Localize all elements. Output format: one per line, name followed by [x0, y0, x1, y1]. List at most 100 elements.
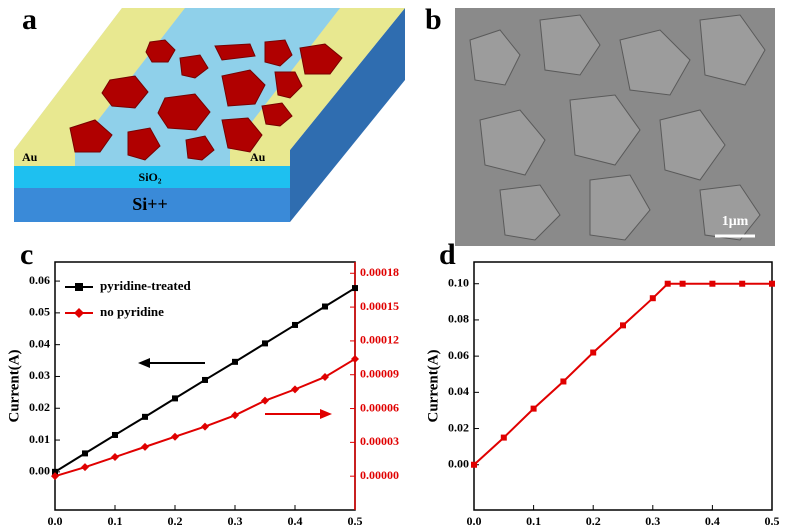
marker: [51, 472, 59, 481]
y-tick-label: 0.04: [29, 336, 50, 350]
substrate-layer: [14, 188, 290, 222]
marker: [620, 322, 626, 329]
series-line: [54, 358, 356, 478]
marker: [560, 378, 567, 385]
marker: [471, 461, 477, 468]
oxide-label: SiO₂: [139, 170, 162, 184]
marker: [81, 463, 89, 472]
x-tick-label: 0.1: [108, 514, 123, 528]
x-tick-label: 0.4: [705, 514, 720, 528]
y-tick-label: 0.03: [29, 368, 50, 382]
sem-crystals: [469, 14, 766, 241]
annotations: [138, 358, 332, 419]
x-tick-label: 0.2: [168, 514, 183, 528]
x-tick-label: 0.0: [467, 514, 482, 528]
y-axis-label: Current(A): [6, 349, 22, 422]
marker: [322, 303, 328, 310]
marker: [679, 280, 686, 287]
arrow-head: [320, 409, 332, 419]
y-tick-label: 0.02: [448, 420, 469, 434]
y-tick-label: 0.08: [448, 312, 469, 326]
marker: [172, 395, 178, 402]
marker: [292, 321, 298, 328]
marker: [202, 376, 208, 383]
panel-a: a Au Au SiO₂ Si++: [14, 3, 405, 222]
series-line: [473, 282, 772, 466]
crystals: [69, 39, 343, 161]
y2-tick-label: 0.00015: [360, 299, 399, 313]
electrode: [14, 8, 185, 150]
marker: [142, 413, 148, 420]
x-tick-label: 0.2: [586, 514, 601, 528]
y2-tick-label: 0.00000: [360, 468, 399, 482]
y-tick-label: 0.00: [29, 464, 50, 478]
electrode-label: Au: [22, 150, 38, 164]
y-tick-label: 0.06: [29, 273, 50, 287]
chip-side: [290, 8, 405, 222]
y2-tick-label: 0.00012: [360, 333, 399, 347]
x-tick-label: 0.1: [526, 514, 541, 528]
marker: [291, 385, 299, 394]
marker: [261, 396, 269, 405]
plot-frame: [473, 261, 773, 511]
y-tick-label: 0.02: [29, 400, 50, 414]
y-tick-label: 0.01: [29, 432, 50, 446]
legend-label: pyridine-treated: [100, 278, 192, 293]
marker: [82, 450, 88, 457]
oxide-layer: [14, 166, 290, 188]
marker: [739, 280, 746, 287]
panel-label: c: [20, 238, 33, 271]
electrode-front: [14, 150, 75, 166]
y-tick-label: 0.05: [29, 305, 50, 319]
y-tick-label: 0.10: [448, 275, 469, 289]
marker: [590, 349, 597, 356]
marker: [232, 358, 238, 365]
y-axis-label: Current(A): [425, 349, 441, 422]
electrode-front: [230, 150, 290, 166]
scale-bar-label: 1μm: [722, 214, 749, 229]
marker: [141, 442, 149, 451]
marker: [171, 432, 179, 441]
y2-tick-label: 0.00003: [360, 434, 399, 448]
substrate-label: Si++: [132, 194, 168, 214]
x-tick-label: 0.5: [765, 514, 780, 528]
y2-tick-label: 0.00009: [360, 366, 399, 380]
panel-label: d: [439, 238, 456, 271]
x-tick-label: 0.5: [348, 514, 363, 528]
x-tick-label: 0.0: [48, 514, 63, 528]
marker: [649, 295, 656, 302]
marker: [709, 280, 716, 287]
legend-marker: [74, 308, 84, 318]
x-tick-label: 0.4: [288, 514, 303, 528]
x-tick-label: 0.3: [645, 514, 660, 528]
marker: [769, 280, 775, 287]
marker: [262, 340, 268, 347]
marker: [664, 280, 671, 287]
marker: [52, 468, 58, 475]
legend-marker: [75, 283, 83, 291]
marker: [351, 354, 359, 363]
marker: [231, 411, 239, 420]
x-tick-label: 0.3: [228, 514, 243, 528]
y-tick-label: 0.06: [448, 348, 469, 362]
marker: [530, 405, 537, 412]
marker: [112, 431, 118, 438]
marker: [111, 453, 119, 462]
panel-label: b: [425, 3, 442, 36]
y-tick-label: 0.04: [448, 384, 469, 398]
panel-b: 1μm b: [425, 3, 775, 246]
y-tick-label: 0.00: [448, 456, 469, 470]
marker: [201, 422, 209, 431]
panel-label: a: [22, 3, 37, 36]
y2-tick-label: 0.00006: [360, 400, 399, 414]
y2-tick-label: 0.00018: [360, 265, 399, 279]
arrow-head: [138, 358, 150, 368]
marker: [352, 285, 358, 292]
marker: [500, 434, 507, 441]
marker: [321, 372, 329, 381]
plot-frame: [54, 261, 356, 511]
electrode-label: Au: [250, 150, 266, 164]
legend-label: no pyridine: [100, 304, 164, 319]
